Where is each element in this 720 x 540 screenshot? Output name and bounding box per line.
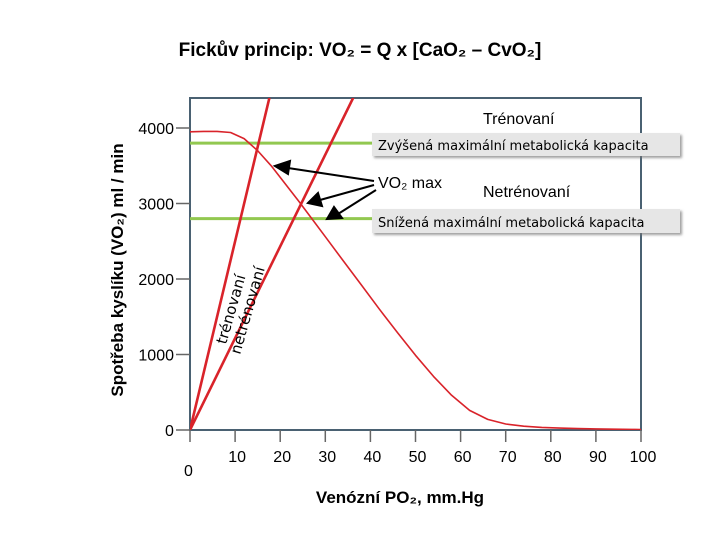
untrained-annotation: Netrénovaní: [483, 184, 571, 201]
x-tick-label-9: 100: [630, 449, 657, 466]
y-tick-label-1: 2000: [138, 272, 174, 289]
increased-capacity-box: [372, 133, 680, 156]
x-tick-label-0: 10: [228, 449, 246, 466]
decreased-capacity-box: [372, 209, 680, 233]
x-tick-label-7: 80: [544, 449, 562, 466]
series-line-2: [190, 130, 641, 430]
y-origin-label: 0: [165, 423, 174, 440]
vo2max-arrows: [272, 159, 377, 221]
x-tick-label-3: 40: [364, 449, 382, 466]
increased-capacity-label: Zvýšená maximální metabolická kapacita: [378, 139, 649, 154]
x-tick-label-4: 50: [409, 449, 427, 466]
x-tick-label-6: 70: [499, 449, 517, 466]
x-axis-label: Venózní PO₂, mm.Hg: [315, 488, 485, 507]
y-tick-label-0: 1000: [138, 348, 174, 365]
trained-annotation: Trénovaní: [483, 111, 555, 128]
arrow-decreased: [337, 189, 377, 215]
arrowhead-decreased: [325, 205, 344, 221]
chart-title: Fickův princip: VO₂ = Q x [CaO₂ – CvO₂]: [178, 40, 542, 61]
x-tick-label-1: 20: [273, 449, 291, 466]
x-tick-label-5: 60: [454, 449, 472, 466]
y-tick-label-2: 3000: [138, 197, 174, 214]
vo2max-annotation: VO₂ max: [378, 175, 442, 192]
arrowhead-untrained-max: [305, 191, 324, 208]
series-line-0: [190, 98, 355, 430]
arrow-untrained-max: [319, 184, 375, 201]
y-tick-label-3: 4000: [138, 121, 174, 138]
arrowhead-trained-max: [272, 159, 292, 176]
x-origin-label: 0: [184, 463, 193, 480]
arrow-trained-max: [287, 167, 375, 182]
decreased-capacity-label: Snížená maximální metabolická kapacita: [378, 216, 644, 231]
series-line-1: [190, 98, 271, 430]
x-tick-label-2: 30: [318, 449, 336, 466]
x-tick-label-8: 90: [589, 449, 607, 466]
